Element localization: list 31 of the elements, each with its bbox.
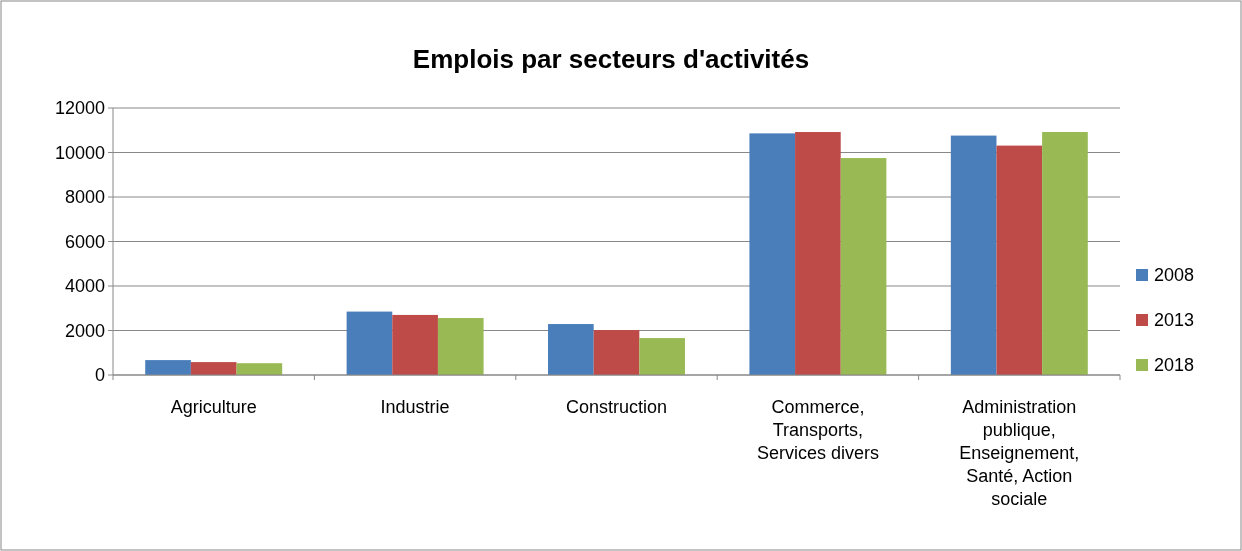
y-tick-label: 6000 [64, 231, 105, 252]
x-tick-label: Commerce, Transports, Services divers [756, 397, 879, 463]
bar [593, 330, 640, 375]
bar [840, 158, 887, 375]
y-tick-label: 2000 [64, 320, 105, 341]
bar [437, 318, 484, 375]
y-tick-label: 12000 [54, 98, 105, 119]
bar [950, 135, 997, 375]
x-tick-label: Industrie [380, 397, 450, 417]
chart-title: Emplois par secteurs d'activités [412, 44, 810, 74]
bar [749, 133, 796, 375]
bar [548, 324, 594, 375]
bar [639, 338, 685, 375]
y-tick-label: 8000 [64, 187, 105, 208]
legend-label: 2008 [1154, 265, 1195, 286]
legend-label: 2018 [1154, 355, 1195, 376]
bar [1042, 132, 1088, 375]
y-tick-label: 10000 [54, 142, 105, 163]
x-tick-label: Agriculture [170, 397, 257, 417]
y-tick-label: 0 [94, 365, 105, 386]
legend-label: 2013 [1154, 310, 1195, 331]
bar [795, 132, 841, 375]
bar [190, 362, 237, 375]
bar [996, 145, 1043, 375]
y-tick-label: 4000 [64, 276, 105, 297]
bar [236, 363, 283, 375]
bar [392, 314, 438, 375]
x-tick-label: Construction [565, 397, 668, 417]
x-tick-label: Administration publique, Enseignement, Santé, Action sociale [959, 397, 1080, 509]
bar [346, 311, 393, 375]
bar [145, 360, 191, 375]
